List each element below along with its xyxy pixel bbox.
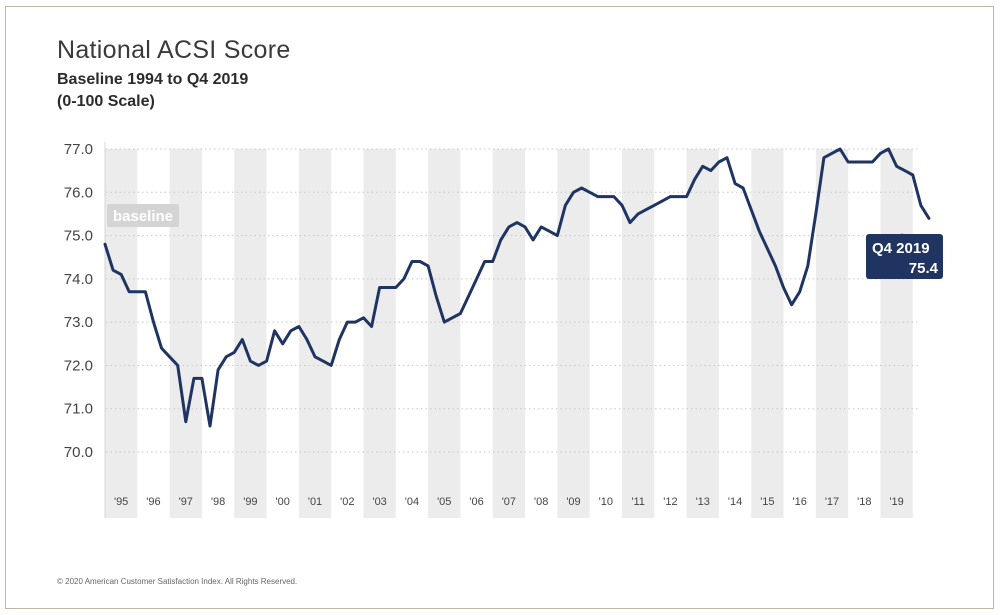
- x-tick-label: '04: [405, 496, 419, 508]
- year-band: [815, 149, 849, 518]
- series-line: [103, 147, 931, 428]
- callout-period: Q4 2019: [872, 240, 930, 257]
- year-band: [557, 149, 590, 518]
- x-tick-label: '07: [502, 496, 516, 508]
- callout-box: [866, 234, 943, 279]
- x-tick-label: '00: [276, 496, 290, 508]
- latest-callout: Q4 2019 75.4: [866, 233, 943, 279]
- year-band: [686, 149, 719, 518]
- year-band: [428, 149, 461, 518]
- x-tick-label: '05: [437, 496, 451, 508]
- x-tick-label: '12: [663, 496, 677, 508]
- x-tick-label: '97: [179, 496, 193, 508]
- gridlines: [106, 148, 918, 453]
- baseline-badge: baseline: [107, 204, 179, 227]
- chart-subtitle: Baseline 1994 to Q4 2019 (0-100 Scale): [57, 69, 248, 113]
- x-tick-label: '16: [793, 496, 807, 508]
- x-tick-label: '99: [243, 496, 257, 508]
- year-band: [621, 149, 655, 518]
- chart-title: National ACSI Score: [57, 36, 291, 64]
- x-tick-label: '98: [211, 496, 225, 508]
- callout-value: 75.4: [909, 260, 939, 277]
- y-tick-label: 74.0: [64, 271, 93, 288]
- baseline-label: baseline: [113, 208, 173, 225]
- x-tick-label: '01: [308, 496, 322, 508]
- year-band: [880, 149, 913, 518]
- subtitle-line-1: Baseline 1994 to Q4 2019: [57, 71, 249, 88]
- x-tick-label: '06: [469, 496, 483, 508]
- x-tick-label: '96: [146, 496, 160, 508]
- y-tick-label: 72.0: [64, 357, 93, 374]
- x-tick-label: '03: [372, 496, 386, 508]
- y-tick-label: 73.0: [64, 314, 93, 331]
- x-tick-label: '17: [825, 496, 839, 508]
- baseline-badge-bg: [107, 204, 179, 227]
- x-tick-label: '19: [889, 496, 903, 508]
- subtitle-line-2: (0-100 Scale): [57, 93, 155, 110]
- x-tick-label: '18: [857, 496, 871, 508]
- x-tick-label: '08: [534, 496, 548, 508]
- y-tick-labels: 77.0 76.0 75.0 74.0 73.0 72.0 71.0 70.0: [64, 141, 93, 461]
- y-tick-label: 70.0: [64, 444, 93, 461]
- year-band: [234, 149, 267, 518]
- x-tick-labels: '95 '96 '97 '98 '99 '00 '01 '02 '03 '04 '05 '06 '07 '…: [114, 496, 904, 508]
- copyright-notice: © 2020 American Customer Satisfaction In…: [57, 577, 298, 586]
- y-tick-label: 71.0: [64, 401, 93, 418]
- year-band: [363, 149, 396, 518]
- x-tick-label: '10: [599, 496, 613, 508]
- x-tick-label: '95: [114, 496, 128, 508]
- year-bands: [105, 149, 913, 518]
- x-tick-label: '14: [728, 496, 742, 508]
- year-band: [492, 149, 526, 518]
- year-band: [751, 149, 784, 518]
- x-tick-label: '15: [760, 496, 774, 508]
- y-tick-label: 75.0: [64, 228, 93, 245]
- x-tick-label: '11: [631, 496, 645, 508]
- x-tick-label: '02: [340, 496, 354, 508]
- y-tick-label: 76.0: [64, 184, 93, 201]
- y-tick-label: 77.0: [64, 141, 93, 158]
- x-tick-label: '09: [566, 496, 580, 508]
- x-tick-label: '13: [696, 496, 710, 508]
